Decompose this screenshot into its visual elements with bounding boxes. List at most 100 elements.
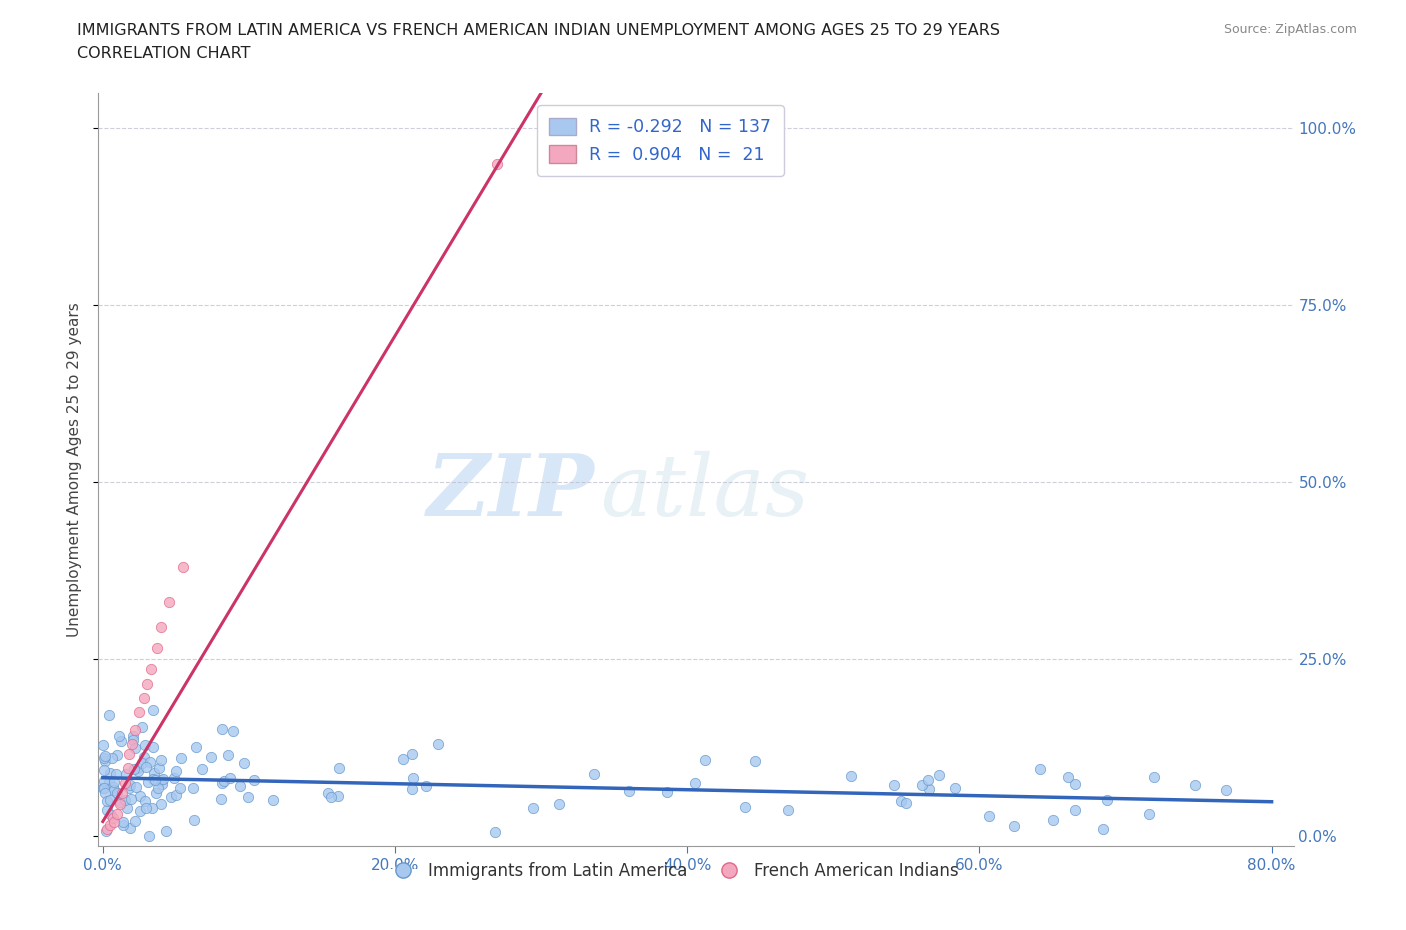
Point	[617, 783, 640, 798]
Point	[326, 789, 349, 804]
Point	[107, 728, 129, 743]
Point	[115, 801, 138, 816]
Point	[124, 814, 146, 829]
Point	[134, 793, 156, 808]
Point	[91, 781, 114, 796]
Point	[131, 755, 153, 770]
Text: CORRELATION CHART: CORRELATION CHART	[77, 46, 250, 61]
Point	[977, 808, 1000, 823]
Point	[122, 733, 145, 748]
Point	[928, 768, 950, 783]
Point	[145, 786, 167, 801]
Point	[114, 766, 136, 781]
Point	[93, 763, 115, 777]
Point	[427, 737, 450, 751]
Point	[183, 781, 205, 796]
Point	[328, 761, 350, 776]
Point	[149, 773, 172, 788]
Legend: Immigrants from Latin America, French American Indians: Immigrants from Latin America, French Am…	[380, 856, 965, 887]
Point	[117, 761, 139, 776]
Point	[890, 793, 912, 808]
Point	[392, 751, 415, 766]
Point	[184, 739, 207, 754]
Point	[105, 785, 128, 800]
Point	[165, 764, 187, 778]
Point	[157, 595, 180, 610]
Point	[141, 772, 163, 787]
Point	[134, 738, 156, 753]
Point	[93, 751, 115, 765]
Point	[103, 814, 125, 829]
Point	[129, 789, 152, 804]
Point	[218, 771, 240, 786]
Point	[1002, 818, 1025, 833]
Point	[211, 722, 233, 737]
Point	[124, 740, 146, 755]
Point	[135, 801, 157, 816]
Point	[93, 774, 115, 789]
Point	[111, 815, 134, 830]
Point	[217, 748, 239, 763]
Point	[100, 807, 122, 822]
Point	[110, 734, 132, 749]
Point	[146, 641, 169, 656]
Point	[918, 781, 941, 796]
Point	[1092, 822, 1115, 837]
Point	[142, 740, 165, 755]
Point	[105, 767, 128, 782]
Point	[236, 790, 259, 804]
Point	[136, 774, 159, 789]
Text: IMMIGRANTS FROM LATIN AMERICA VS FRENCH AMERICAN INDIAN UNEMPLOYMENT AMONG AGES : IMMIGRANTS FROM LATIN AMERICA VS FRENCH …	[77, 23, 1000, 38]
Point	[111, 786, 134, 801]
Point	[96, 803, 118, 817]
Point	[93, 749, 115, 764]
Point	[143, 773, 166, 788]
Point	[127, 764, 149, 778]
Point	[683, 775, 706, 790]
Point	[132, 750, 155, 764]
Point	[105, 748, 128, 763]
Point	[214, 774, 236, 789]
Point	[917, 773, 939, 788]
Point	[1137, 806, 1160, 821]
Point	[839, 769, 862, 784]
Point	[1184, 777, 1206, 792]
Point	[132, 690, 155, 705]
Point	[127, 761, 149, 776]
Point	[583, 767, 606, 782]
Point	[1097, 792, 1119, 807]
Point	[1029, 762, 1052, 777]
Point	[94, 753, 117, 768]
Point	[120, 791, 142, 806]
Point	[155, 823, 177, 838]
Point	[118, 777, 141, 792]
Point	[209, 791, 232, 806]
Point	[94, 786, 117, 801]
Point	[548, 797, 571, 812]
Point	[522, 801, 544, 816]
Point	[190, 762, 212, 777]
Point	[98, 775, 121, 790]
Point	[1042, 812, 1064, 827]
Point	[118, 747, 141, 762]
Point	[734, 800, 756, 815]
Point	[401, 746, 423, 761]
Point	[118, 820, 141, 835]
Point	[319, 790, 342, 804]
Point	[222, 724, 245, 738]
Point	[163, 771, 186, 786]
Point	[139, 662, 162, 677]
Point	[135, 760, 157, 775]
Point	[146, 780, 169, 795]
Point	[124, 723, 146, 737]
Point	[894, 796, 917, 811]
Point	[150, 752, 173, 767]
Point	[107, 807, 129, 822]
Point	[103, 782, 125, 797]
Point	[148, 761, 170, 776]
Point	[139, 755, 162, 770]
Point	[150, 777, 173, 791]
Point	[124, 780, 146, 795]
Point	[98, 708, 121, 723]
Point	[114, 776, 136, 790]
